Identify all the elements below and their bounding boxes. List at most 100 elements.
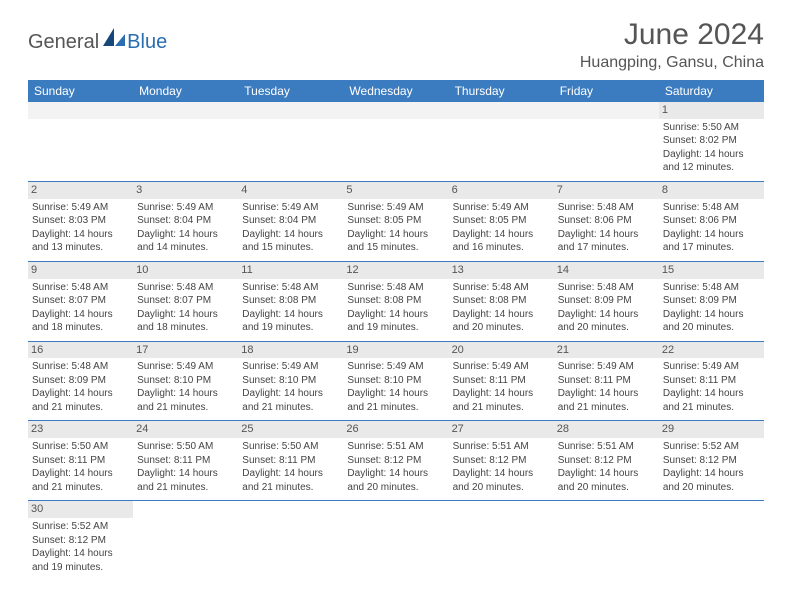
day-number: 13 — [449, 262, 554, 279]
sunset-text: Sunset: 8:02 PM — [663, 134, 760, 148]
day-number: 7 — [554, 182, 659, 199]
daylight1-text: Daylight: 14 hours — [453, 308, 550, 322]
sunset-text: Sunset: 8:08 PM — [347, 294, 444, 308]
day-number — [133, 102, 238, 119]
daylight2-text: and 18 minutes. — [32, 321, 129, 335]
sunrise-text: Sunrise: 5:49 AM — [347, 201, 444, 215]
calendar-cell: 27Sunrise: 5:51 AMSunset: 8:12 PMDayligh… — [449, 421, 554, 501]
daylight1-text: Daylight: 14 hours — [558, 308, 655, 322]
calendar-cell — [449, 501, 554, 580]
daylight1-text: Daylight: 14 hours — [137, 467, 234, 481]
daylight2-text: and 21 minutes. — [453, 401, 550, 415]
sunset-text: Sunset: 8:06 PM — [558, 214, 655, 228]
daylight2-text: and 17 minutes. — [663, 241, 760, 255]
daylight2-text: and 13 minutes. — [32, 241, 129, 255]
calendar-cell — [28, 102, 133, 181]
day-number: 1 — [659, 102, 764, 119]
sunset-text: Sunset: 8:12 PM — [663, 454, 760, 468]
calendar-cell — [133, 501, 238, 580]
day-number — [449, 102, 554, 119]
day-number — [238, 102, 343, 119]
day-number: 6 — [449, 182, 554, 199]
calendar-cell: 26Sunrise: 5:51 AMSunset: 8:12 PMDayligh… — [343, 421, 448, 501]
sunrise-text: Sunrise: 5:49 AM — [242, 201, 339, 215]
daylight1-text: Daylight: 14 hours — [32, 387, 129, 401]
calendar-cell — [659, 501, 764, 580]
sunset-text: Sunset: 8:12 PM — [558, 454, 655, 468]
sail-icon — [103, 28, 125, 51]
daylight1-text: Daylight: 14 hours — [137, 228, 234, 242]
sunset-text: Sunset: 8:08 PM — [242, 294, 339, 308]
day-number: 29 — [659, 421, 764, 438]
sunrise-text: Sunrise: 5:48 AM — [558, 201, 655, 215]
day-number: 10 — [133, 262, 238, 279]
sunset-text: Sunset: 8:07 PM — [137, 294, 234, 308]
calendar-row: 9Sunrise: 5:48 AMSunset: 8:07 PMDaylight… — [28, 261, 764, 341]
sunset-text: Sunset: 8:09 PM — [663, 294, 760, 308]
calendar-cell: 18Sunrise: 5:49 AMSunset: 8:10 PMDayligh… — [238, 341, 343, 421]
sunset-text: Sunset: 8:08 PM — [453, 294, 550, 308]
calendar-cell: 17Sunrise: 5:49 AMSunset: 8:10 PMDayligh… — [133, 341, 238, 421]
daylight1-text: Daylight: 14 hours — [558, 387, 655, 401]
calendar-cell: 24Sunrise: 5:50 AMSunset: 8:11 PMDayligh… — [133, 421, 238, 501]
location: Huangping, Gansu, China — [580, 54, 764, 72]
weekday-heading: Tuesday — [238, 80, 343, 102]
day-number: 11 — [238, 262, 343, 279]
daylight1-text: Daylight: 14 hours — [663, 308, 760, 322]
logo-text-blue: Blue — [127, 31, 167, 54]
daylight1-text: Daylight: 14 hours — [242, 467, 339, 481]
daylight2-text: and 21 minutes. — [32, 401, 129, 415]
daylight1-text: Daylight: 14 hours — [558, 228, 655, 242]
sunset-text: Sunset: 8:11 PM — [453, 374, 550, 388]
daylight2-text: and 21 minutes. — [558, 401, 655, 415]
day-number: 30 — [28, 501, 133, 518]
daylight2-text: and 20 minutes. — [453, 481, 550, 495]
calendar-cell: 14Sunrise: 5:48 AMSunset: 8:09 PMDayligh… — [554, 261, 659, 341]
day-number: 2 — [28, 182, 133, 199]
calendar-cell — [554, 501, 659, 580]
sunset-text: Sunset: 8:12 PM — [32, 534, 129, 548]
day-number: 3 — [133, 182, 238, 199]
daylight2-text: and 15 minutes. — [242, 241, 339, 255]
day-number: 21 — [554, 342, 659, 359]
calendar-cell: 2Sunrise: 5:49 AMSunset: 8:03 PMDaylight… — [28, 181, 133, 261]
day-number: 5 — [343, 182, 448, 199]
calendar-body: 1 Sunrise: 5:50 AM Sunset: 8:02 PM Daylight… — [28, 102, 764, 580]
sunrise-text: Sunrise: 5:51 AM — [453, 440, 550, 454]
logo-text-general: General — [28, 31, 99, 54]
sunset-text: Sunset: 8:07 PM — [32, 294, 129, 308]
calendar-row: 30Sunrise: 5:52 AMSunset: 8:12 PMDayligh… — [28, 501, 764, 580]
daylight1-text: Daylight: 14 hours — [242, 308, 339, 322]
calendar-cell: 4Sunrise: 5:49 AMSunset: 8:04 PMDaylight… — [238, 181, 343, 261]
calendar-cell: 21Sunrise: 5:49 AMSunset: 8:11 PMDayligh… — [554, 341, 659, 421]
daylight1-text: Daylight: 14 hours — [32, 308, 129, 322]
sunrise-text: Sunrise: 5:48 AM — [137, 281, 234, 295]
sunrise-text: Sunrise: 5:48 AM — [32, 360, 129, 374]
day-number: 23 — [28, 421, 133, 438]
day-number: 24 — [133, 421, 238, 438]
day-number: 9 — [28, 262, 133, 279]
daylight2-text: and 20 minutes. — [347, 481, 444, 495]
logo: General Blue — [28, 18, 167, 57]
sunrise-text: Sunrise: 5:49 AM — [453, 201, 550, 215]
sunrise-text: Sunrise: 5:51 AM — [347, 440, 444, 454]
daylight2-text: and 19 minutes. — [242, 321, 339, 335]
daylight1-text: Daylight: 14 hours — [137, 387, 234, 401]
day-number: 20 — [449, 342, 554, 359]
calendar-cell: 12Sunrise: 5:48 AMSunset: 8:08 PMDayligh… — [343, 261, 448, 341]
calendar-row: 2Sunrise: 5:49 AMSunset: 8:03 PMDaylight… — [28, 181, 764, 261]
daylight2-text: and 12 minutes. — [663, 161, 760, 175]
daylight1-text: Daylight: 14 hours — [558, 467, 655, 481]
day-number: 25 — [238, 421, 343, 438]
sunrise-text: Sunrise: 5:51 AM — [558, 440, 655, 454]
sunrise-text: Sunrise: 5:50 AM — [32, 440, 129, 454]
sunset-text: Sunset: 8:11 PM — [32, 454, 129, 468]
weekday-heading: Monday — [133, 80, 238, 102]
calendar-cell: 11Sunrise: 5:48 AMSunset: 8:08 PMDayligh… — [238, 261, 343, 341]
daylight2-text: and 18 minutes. — [137, 321, 234, 335]
sunset-text: Sunset: 8:10 PM — [137, 374, 234, 388]
day-number: 4 — [238, 182, 343, 199]
sunrise-text: Sunrise: 5:49 AM — [137, 201, 234, 215]
daylight1-text: Daylight: 14 hours — [453, 467, 550, 481]
sunrise-text: Sunrise: 5:48 AM — [558, 281, 655, 295]
